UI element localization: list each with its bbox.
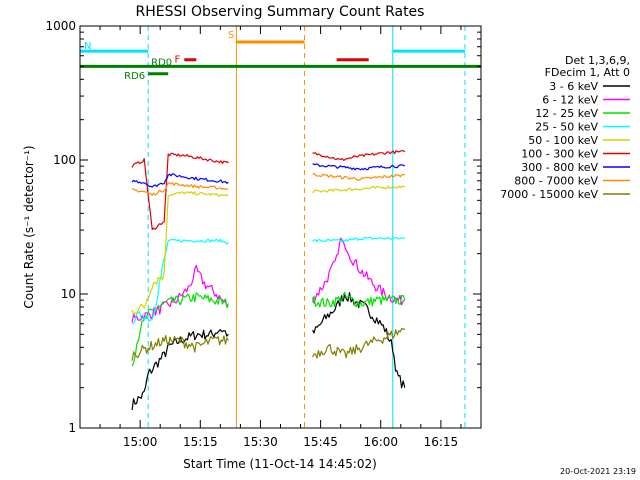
plot-frame [79, 25, 482, 429]
chart-title: RHESSI Observing Summary Count Rates [136, 4, 425, 20]
series-line [131, 238, 229, 325]
legend-header: Det 1,3,6,9, [565, 54, 630, 67]
series-line [312, 237, 406, 306]
legend-label: 300 - 800 keV [521, 161, 598, 174]
legend-label: 800 - 7000 keV [514, 175, 598, 188]
series-line [312, 291, 406, 308]
x-tick-label: 15:45 [303, 435, 338, 449]
x-tick-label: 15:15 [183, 435, 218, 449]
flag-label: F [174, 55, 180, 66]
series-line [131, 264, 229, 323]
flag-label: S [228, 30, 234, 41]
y-tick-label: 1000 [45, 19, 76, 33]
legend-label: 12 - 25 keV [535, 107, 598, 120]
x-axis-ticks: 15:00 15:15 15:30 15:45 16:00 16:15 [79, 26, 482, 449]
legend-label: 100 - 300 keV [521, 148, 598, 161]
y-axis-label: Count Rate (s⁻¹ detector⁻¹) [22, 145, 36, 308]
series-line [312, 236, 405, 242]
series-line [312, 185, 406, 194]
series-lines [131, 150, 406, 410]
x-axis-label: Start Time (11-Oct-14 14:45:02) [183, 457, 377, 471]
series-line [312, 173, 406, 181]
x-tick-label: 16:15 [424, 435, 459, 449]
series-line [312, 327, 406, 359]
series-line [131, 152, 229, 231]
legend-label: 6 - 12 keV [542, 94, 598, 107]
series-line [131, 182, 229, 196]
x-tick-label: 15:00 [123, 435, 158, 449]
y-tick-label: 10 [61, 287, 76, 301]
series-line [131, 335, 229, 361]
series-line [312, 150, 406, 161]
flag-label: RD0 [151, 57, 172, 68]
series-line [131, 329, 229, 410]
flag-label: N [84, 41, 91, 52]
legend-label: 7000 - 15000 keV [500, 188, 598, 201]
observation-markers [79, 26, 466, 428]
legend-label: 3 - 6 keV [549, 80, 598, 93]
series-line [131, 292, 229, 367]
y-tick-label: 100 [53, 153, 76, 167]
series-line [131, 191, 229, 315]
timestamp: 20-Oct-2021 23:19 [560, 467, 636, 476]
y-tick-label: 1 [68, 421, 76, 435]
legend-label: 25 - 50 keV [535, 121, 598, 134]
legend-header: FDecim 1, Att 0 [545, 66, 630, 79]
series-line [312, 163, 406, 171]
y-axis-ticks: 1 10 100 1000 [45, 19, 481, 435]
legend-label: 50 - 100 keV [528, 134, 598, 147]
x-tick-label: 15:30 [243, 435, 278, 449]
flag-label: RD6 [124, 71, 145, 82]
series-line [312, 292, 406, 389]
series-line [131, 173, 229, 188]
x-tick-label: 16:00 [363, 435, 398, 449]
